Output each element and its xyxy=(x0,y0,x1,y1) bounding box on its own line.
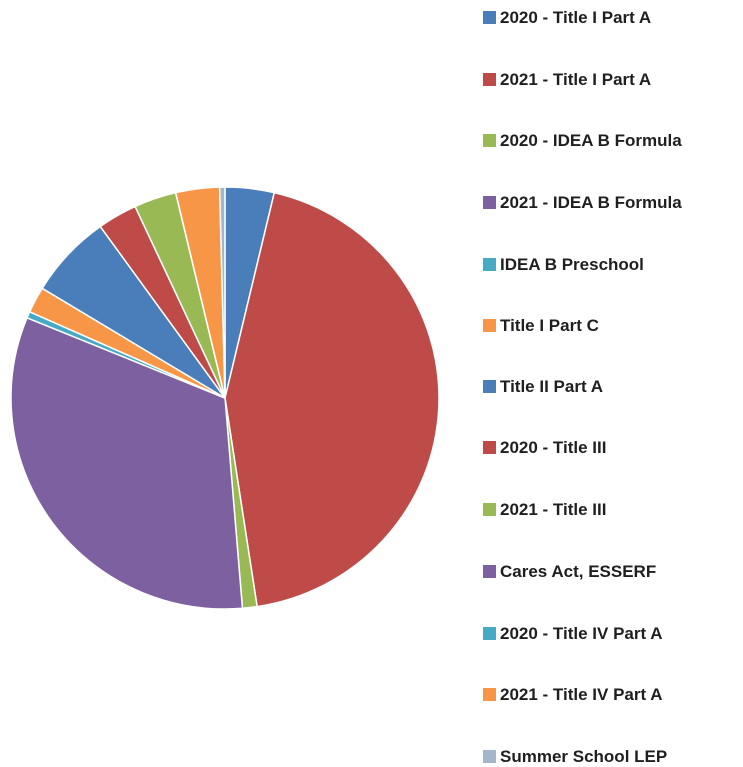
legend-item: 2021 - Title IV Part A xyxy=(483,685,663,705)
legend-item: Title II Part A xyxy=(483,377,603,397)
legend-item: 2020 - Title IV Part A xyxy=(483,624,663,644)
legend-label: IDEA B Preschool xyxy=(500,255,644,274)
legend-item: Title I Part C xyxy=(483,316,599,336)
legend-label: Title II Part A xyxy=(500,377,603,396)
legend-swatch xyxy=(483,688,496,701)
legend-item: 2021 - Title III xyxy=(483,500,606,520)
legend-item: 2020 - Title I Part A xyxy=(483,8,651,28)
legend-swatch xyxy=(483,258,496,271)
legend-swatch xyxy=(483,627,496,640)
legend-swatch xyxy=(483,441,496,454)
legend-item: 2020 - Title III xyxy=(483,438,606,458)
legend-item: Summer School LEP xyxy=(483,747,667,767)
legend-label: 2020 - IDEA B Formula xyxy=(500,131,682,150)
legend-swatch xyxy=(483,503,496,516)
legend-item: 2021 - IDEA B Formula xyxy=(483,193,682,213)
legend-label: 2021 - Title IV Part A xyxy=(500,685,663,704)
legend-swatch xyxy=(483,11,496,24)
legend-swatch xyxy=(483,319,496,332)
legend-label: Title I Part C xyxy=(500,316,599,335)
legend-swatch xyxy=(483,134,496,147)
legend-label: 2020 - Title I Part A xyxy=(500,8,652,27)
legend-label: Cares Act, ESSERF xyxy=(500,562,657,581)
legend-swatch xyxy=(483,380,496,393)
legend-item: IDEA B Preschool xyxy=(483,255,644,275)
legend-label: Summer School LEP xyxy=(500,747,668,766)
pie-slice xyxy=(224,191,440,608)
pie-slice xyxy=(218,186,226,399)
legend-label: 2021 - IDEA B Formula xyxy=(500,193,682,212)
legend-swatch xyxy=(483,73,496,86)
legend-label: 2021 - Title III xyxy=(500,500,607,519)
legend-item: Cares Act, ESSERF xyxy=(483,562,656,582)
legend-label: 2020 - Title IV Part A xyxy=(500,624,663,643)
legend-item: 2020 - IDEA B Formula xyxy=(483,131,682,151)
pie-slice xyxy=(10,316,244,610)
legend-label: 2021 - Title I Part A xyxy=(500,70,652,89)
legend-swatch xyxy=(483,750,496,763)
legend-item: 2021 - Title I Part A xyxy=(483,70,651,90)
legend-swatch xyxy=(483,565,496,578)
legend-swatch xyxy=(483,196,496,209)
legend-label: 2020 - Title III xyxy=(500,438,607,457)
